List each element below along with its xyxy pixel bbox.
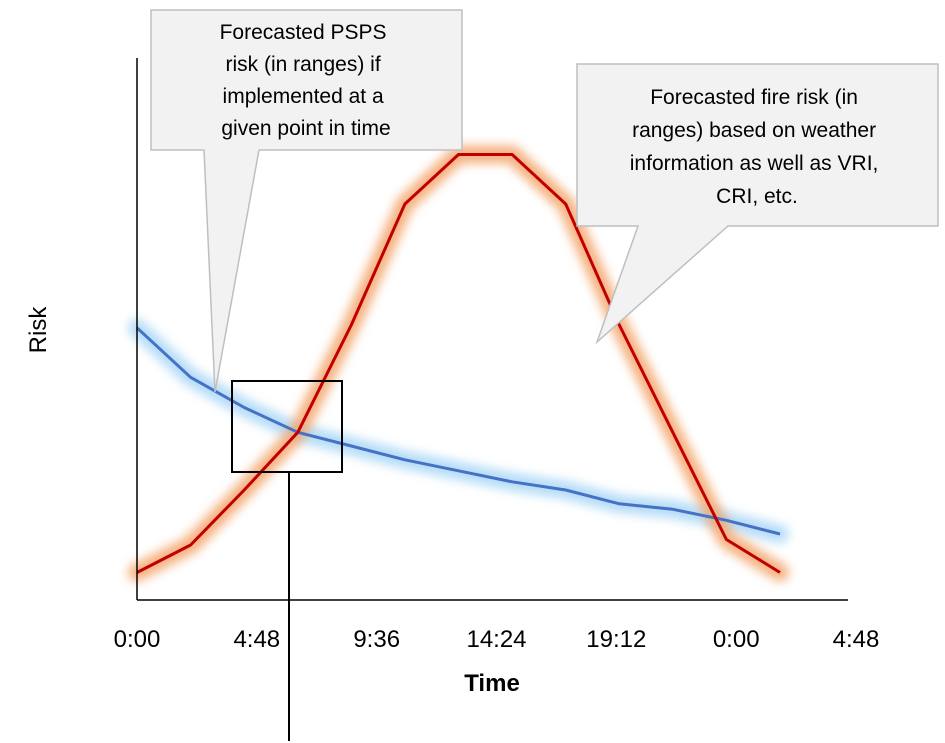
intersection-highlight-box (231, 380, 343, 473)
fireRisk-line (136, 153, 781, 574)
x-tick-label: 0:00 (114, 626, 161, 653)
pspsRisk-line (135, 326, 781, 536)
fire-callout-line: Forecasted fire risk (in (650, 86, 858, 109)
x-tick-label: 9:36 (353, 626, 400, 653)
psps-callout: Forecasted PSPS risk (in ranges) if impl… (150, 9, 463, 393)
x-tick-label: 0:00 (713, 626, 760, 653)
psps-callout-line: risk (in ranges) if (225, 53, 380, 76)
x-axis-title: Time (464, 670, 520, 697)
fire-callout: Forecasted fire risk (in ranges) based o… (576, 63, 939, 345)
psps-callout-line: implemented at a (223, 85, 384, 108)
fire-callout-line: CRI, etc. (716, 185, 798, 208)
fire-callout-bubble (576, 63, 939, 345)
psps-callout-bubble (150, 9, 463, 393)
psps-callout-line: Forecasted PSPS (220, 21, 387, 44)
svg-text:Forecasted fire risk (in: Forecasted fire risk (in ranges) based o… (630, 86, 884, 208)
fire-callout-line: information as well as VRI, (630, 152, 879, 175)
psps-callout-line: given point in time (221, 117, 390, 140)
svg-text:Forecasted PSPS risk (in: Forecasted PSPS risk (in ranges) if impl… (220, 21, 393, 140)
y-axis-title: Risk (25, 306, 52, 354)
x-tick-label: 4:48 (833, 626, 880, 653)
x-tick-labels: 0:00 4:48 9:36 14:24 19:12 0:00 4:48 (114, 626, 880, 653)
x-tick-label: 14:24 (466, 626, 526, 653)
x-tick-label: 19:12 (586, 626, 646, 653)
series-layer (135, 153, 781, 574)
x-tick-label: 4:48 (233, 626, 280, 653)
fire-callout-line: ranges) based on weather (632, 119, 876, 142)
